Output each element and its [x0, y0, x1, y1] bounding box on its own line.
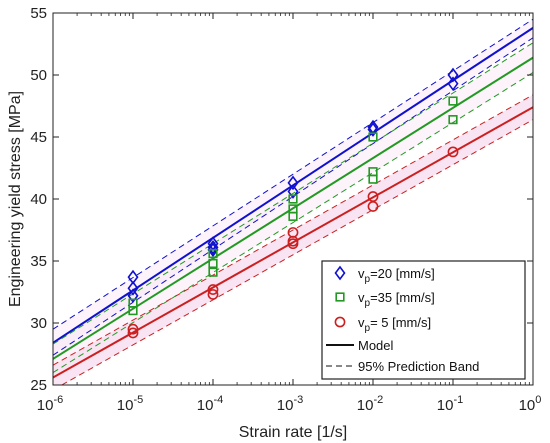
model-line-2	[53, 56, 533, 360]
model-line-3	[53, 106, 533, 379]
data-point-series-3	[207, 289, 219, 300]
y-tick-label: 25	[30, 377, 47, 394]
x-tick-label: 10-4	[197, 394, 223, 414]
y-tick-label: 30	[30, 315, 47, 332]
y-axis-ticks: 25 30 35 40 45 50 55	[30, 5, 533, 394]
data-point-series-1	[207, 240, 219, 255]
data-point-series-2	[208, 267, 218, 277]
y-tick-label: 50	[30, 67, 47, 84]
legend-label-2: vp=35 [mm/s]	[358, 290, 435, 309]
prediction-band-fill-3	[53, 94, 533, 385]
data-point-series-2	[448, 96, 458, 106]
legend-label-solid: Model	[358, 338, 394, 353]
legend: vp=20 [mm/s] vp=35 [mm/s] vp= 5 [mm/s] Mode…	[321, 260, 526, 380]
band-upper-line-1	[53, 18, 533, 330]
data-point-series-1	[207, 242, 219, 258]
y-axis-label: Engineering yield stress [MPa]	[7, 91, 24, 307]
legend-label-3: vp= 5 [mm/s]	[358, 315, 431, 334]
data-point-series-2	[368, 174, 378, 184]
data-point-series-1	[287, 175, 299, 191]
data-point-series-3	[447, 146, 459, 158]
x-axis-ticks: 10-6 10-5 10-4 10-3 10-2 10-1 100	[37, 13, 542, 414]
data-point-series-2	[368, 132, 378, 142]
band-lower-line-2	[53, 72, 533, 374]
data-points	[127, 67, 459, 339]
data-point-series-3	[367, 201, 379, 212]
x-tick-label: 10-3	[277, 394, 303, 414]
x-tick-label: 100	[519, 394, 542, 414]
data-point-series-3	[207, 284, 219, 295]
data-point-series-3	[127, 327, 139, 339]
legend-label-dashed: 95% Prediction Band	[358, 359, 479, 374]
data-point-series-1	[367, 122, 379, 137]
data-point-series-1	[287, 184, 299, 199]
legend-box	[321, 260, 526, 380]
data-point-series-2	[208, 248, 218, 259]
y-tick-label: 35	[30, 253, 47, 270]
legend-marker-1	[334, 265, 346, 281]
legend-marker-3	[334, 316, 346, 328]
x-axis-label: Strain rate [1/s]	[239, 424, 348, 441]
data-point-series-3	[127, 323, 139, 335]
y-tick-label: 40	[30, 191, 47, 208]
data-point-series-2	[288, 211, 298, 221]
legend-marker-2	[335, 292, 345, 302]
data-point-series-2	[448, 115, 458, 125]
x-tick-label: 10-1	[437, 394, 463, 414]
y-tick-label: 45	[30, 129, 47, 146]
data-point-series-2	[128, 305, 138, 316]
band-lower-line-3	[60, 119, 533, 385]
data-point-series-1	[127, 288, 139, 304]
y-tick-label: 55	[30, 5, 47, 22]
x-tick-label: 10-2	[357, 394, 383, 414]
legend-label-1: vp=20 [mm/s]	[358, 266, 435, 285]
data-point-series-1	[127, 280, 139, 296]
x-tick-label: 10-6	[37, 394, 63, 414]
x-tick-label: 10-5	[117, 394, 143, 414]
prediction-band-fill-1	[53, 19, 533, 356]
data-point-series-3	[287, 238, 299, 250]
data-point-series-1	[447, 67, 459, 83]
data-point-series-2	[208, 258, 218, 269]
data-point-series-2	[288, 194, 298, 204]
data-point-series-1	[447, 76, 459, 92]
band-upper-line-3	[53, 94, 533, 366]
